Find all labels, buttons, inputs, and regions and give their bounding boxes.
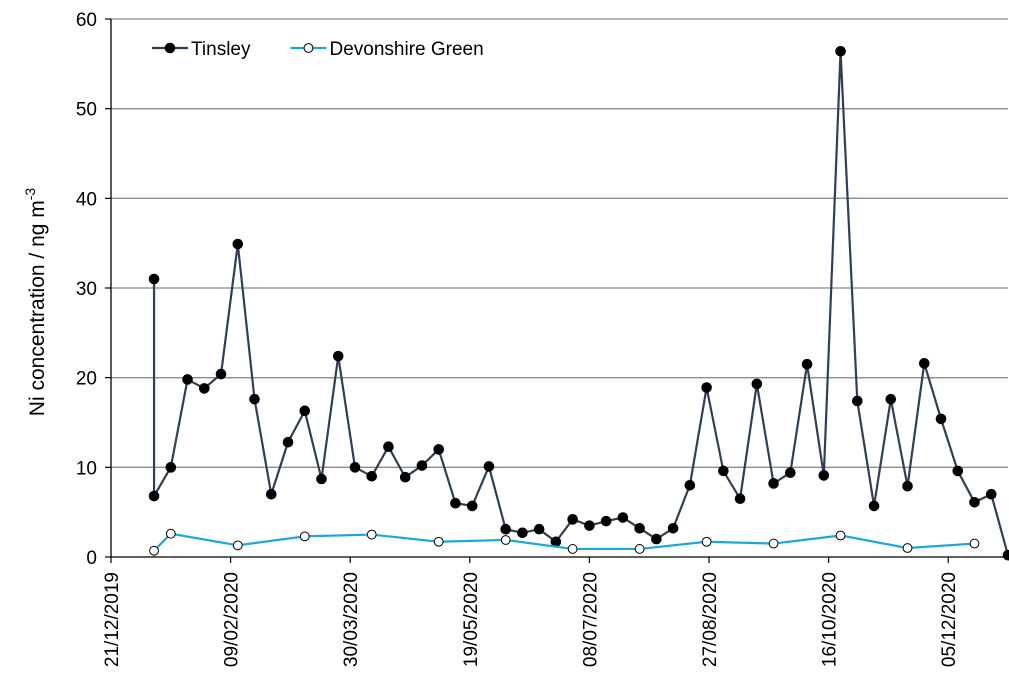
legend-marker-devonshire-green	[303, 43, 314, 53]
y-tick-label-40: 40	[76, 189, 97, 210]
point-tinsley-2	[165, 462, 177, 473]
x-tick-label-27/08/2020: 27/08/2020	[700, 572, 721, 667]
y-tick-label-0: 0	[86, 548, 97, 569]
point-tinsley-9	[282, 436, 294, 448]
point-tinsley-36	[734, 493, 746, 505]
legend: Tinsley Devonshire Green	[152, 39, 484, 60]
point-tinsley-26	[567, 514, 578, 525]
y-tick-label-60: 60	[76, 10, 97, 31]
point-tinsley-42	[835, 45, 846, 57]
point-tinsley-3	[182, 374, 193, 385]
point-tinsley-28	[600, 515, 612, 527]
point-tinsley-24	[533, 523, 545, 535]
x-tick-label-16/10/2020: 16/10/2020	[820, 572, 841, 667]
point-tinsley-44	[868, 500, 880, 512]
axes: 0 10 20 30 40 50 60 21/12/2019 09/02/2020 30/03/2…	[76, 10, 1008, 667]
x-tick-label-19/05/2020: 19/05/2020	[461, 572, 482, 667]
point-tinsley-14	[366, 471, 378, 482]
point-tinsley-4	[198, 383, 210, 394]
point-tinsley-30	[634, 523, 645, 534]
x-tick-label-08/07/2020: 08/07/2020	[580, 572, 601, 667]
series-line-tinsley	[152, 50, 1009, 556]
point-tinsley-6	[232, 238, 244, 250]
point-tinsley-0	[148, 273, 160, 285]
point-tinsley-25	[550, 536, 562, 548]
x-tick-label-09/02/2020: 09/02/2020	[222, 572, 243, 667]
legend-marker-tinsley	[164, 42, 176, 54]
point-tinsley-34	[701, 382, 712, 393]
y-tick-label-50: 50	[76, 100, 97, 121]
series-layer	[148, 45, 1009, 561]
x-tick-label-05/12/2020: 05/12/2020	[939, 572, 960, 667]
point-devonshire-green-7	[567, 544, 578, 554]
point-devonshire-green-13	[969, 538, 980, 549]
y-tick-label-20: 20	[76, 369, 97, 390]
y-axis-title-text: Ni concentration / ng m	[26, 200, 49, 416]
point-tinsley-15	[383, 441, 394, 453]
point-tinsley-22	[500, 523, 511, 535]
point-tinsley-37	[751, 378, 763, 390]
point-tinsley-51	[985, 488, 997, 500]
point-tinsley-40	[801, 358, 813, 370]
point-tinsley-43	[852, 395, 863, 407]
point-devonshire-green-5	[433, 536, 444, 547]
point-tinsley-41	[818, 470, 830, 481]
point-devonshire-green-10	[768, 538, 779, 549]
point-tinsley-8	[265, 488, 277, 500]
point-tinsley-29	[617, 512, 629, 523]
point-devonshire-green-11	[835, 530, 846, 541]
point-devonshire-green-1	[165, 528, 176, 539]
point-tinsley-50	[969, 497, 980, 508]
point-tinsley-12	[332, 350, 344, 362]
point-tinsley-20	[466, 500, 478, 512]
point-devonshire-green-12	[902, 543, 913, 553]
point-tinsley-49	[952, 465, 964, 477]
y-tick-label-30: 30	[76, 279, 97, 300]
legend-label-devonshire-green: Devonshire Green	[329, 39, 483, 60]
point-tinsley-52	[1002, 549, 1009, 561]
x-tick-label-21/12/2019: 21/12/2019	[102, 572, 123, 667]
point-tinsley-18	[433, 444, 445, 455]
x-tick-label-30/03/2020: 30/03/2020	[341, 572, 362, 667]
point-devonshire-green-8	[634, 544, 645, 554]
point-devonshire-green-9	[701, 536, 712, 547]
series-line-devonshire-green	[153, 532, 975, 552]
point-tinsley-39	[785, 467, 796, 479]
point-tinsley-16	[399, 471, 411, 483]
point-tinsley-13	[349, 462, 361, 473]
point-devonshire-green-3	[299, 531, 310, 542]
legend-label-tinsley: Tinsley	[191, 39, 251, 60]
point-tinsley-27	[584, 520, 595, 531]
point-devonshire-green-0	[149, 545, 159, 556]
y-axis-title-superscript: -3	[22, 188, 38, 201]
point-tinsley-10	[299, 405, 311, 417]
point-tinsley-38	[768, 478, 779, 489]
point-tinsley-5	[215, 368, 227, 380]
point-tinsley-23	[517, 527, 528, 539]
gridlines	[111, 18, 1008, 468]
point-tinsley-48	[935, 413, 947, 425]
point-devonshire-green-6	[500, 535, 511, 545]
point-tinsley-11	[316, 473, 327, 485]
point-tinsley-31	[651, 533, 662, 545]
point-tinsley-32	[667, 523, 679, 534]
point-tinsley-35	[718, 465, 729, 477]
point-tinsley-19	[450, 497, 461, 509]
point-tinsley-21	[483, 461, 495, 472]
y-tick-label-10: 10	[76, 458, 97, 479]
point-tinsley-46	[902, 480, 913, 492]
point-devonshire-green-4	[366, 529, 377, 540]
point-tinsley-7	[249, 393, 260, 405]
point-tinsley-17	[416, 460, 428, 471]
point-tinsley-33	[684, 479, 696, 491]
point-tinsley-1	[148, 490, 160, 502]
point-tinsley-45	[885, 393, 897, 405]
point-tinsley-47	[918, 358, 930, 369]
y-axis-title: Ni concentration / ng m-3	[22, 188, 49, 417]
point-devonshire-green-2	[232, 540, 243, 551]
